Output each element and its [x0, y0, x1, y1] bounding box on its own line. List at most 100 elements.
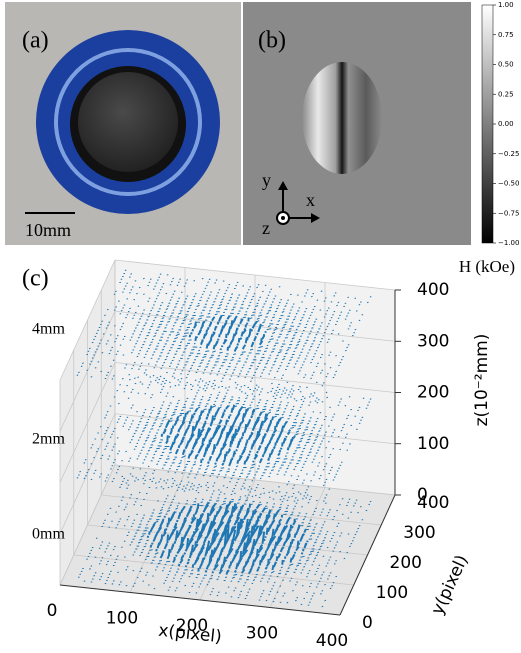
- field-vector: [176, 555, 177, 557]
- field-vector: [257, 549, 258, 556]
- field-vector: [369, 504, 370, 505]
- field-vector: [145, 370, 146, 371]
- field-vector: [341, 399, 342, 400]
- field-vector: [159, 482, 160, 483]
- field-vector: [313, 561, 314, 562]
- field-vector: [196, 393, 197, 394]
- field-vector: [186, 431, 187, 433]
- field-vector: [231, 294, 233, 295]
- field-vector: [169, 405, 170, 406]
- field-vector: [249, 589, 250, 590]
- field-vector: [194, 427, 195, 430]
- field-vector: [332, 519, 333, 520]
- field-vector: [324, 364, 325, 365]
- field-vector: [151, 429, 154, 430]
- field-vector: [117, 438, 118, 439]
- field-vector: [328, 441, 329, 442]
- field-vector: [208, 313, 210, 314]
- layer-label: 4mm: [32, 321, 65, 338]
- field-vector: [156, 298, 157, 299]
- field-vector: [233, 405, 234, 410]
- field-vector: [191, 405, 194, 406]
- axis-label: z: [262, 218, 270, 238]
- field-vector: [175, 575, 176, 576]
- field-vector: [232, 491, 233, 492]
- field-vector: [265, 550, 266, 553]
- field-vector: [143, 478, 144, 479]
- field-vector: [167, 408, 169, 409]
- field-vector: [258, 402, 260, 403]
- field-vector: [194, 462, 196, 463]
- field-vector: [138, 440, 139, 441]
- field-vector: [272, 417, 273, 421]
- field-vector: [101, 474, 102, 475]
- field-vector: [211, 575, 213, 576]
- field-vector: [326, 495, 327, 496]
- field-vector: [223, 443, 224, 446]
- colorbar-unit: H (kOe): [459, 257, 515, 276]
- field-vector: [240, 423, 241, 427]
- field-vector: [190, 305, 192, 306]
- field-vector: [251, 526, 252, 536]
- layer-label: 2mm: [32, 431, 65, 448]
- field-vector: [280, 570, 282, 571]
- field-vector: [252, 496, 253, 497]
- field-vector: [96, 538, 97, 539]
- field-vector: [176, 485, 177, 486]
- magnet: [78, 72, 178, 172]
- field-vector: [285, 526, 286, 527]
- field-vector: [153, 478, 154, 479]
- field-vector: [274, 582, 275, 583]
- field-vector: [176, 523, 177, 525]
- field-vector: [281, 331, 283, 332]
- field-vector: [209, 381, 210, 382]
- field-vector: [187, 358, 189, 359]
- field-vector: [216, 546, 218, 548]
- field-vector: [187, 562, 189, 564]
- field-vector: [195, 322, 196, 326]
- field-vector: [325, 534, 326, 535]
- field-vector: [123, 339, 124, 340]
- field-vector: [189, 355, 192, 356]
- field-vector: [324, 466, 325, 467]
- field-vector: [179, 429, 180, 432]
- field-vector: [202, 381, 203, 382]
- field-vector: [320, 428, 322, 429]
- field-vector: [257, 287, 258, 288]
- field-vector: [141, 552, 143, 553]
- field-vector: [169, 303, 171, 304]
- field-vector: [223, 501, 226, 502]
- field-vector: [339, 402, 340, 403]
- field-vector: [182, 557, 183, 561]
- field-vector: [177, 466, 180, 467]
- field-vector: [313, 443, 315, 444]
- field-vector: [317, 584, 318, 585]
- field-vector: [194, 413, 195, 415]
- field-vector: [253, 461, 254, 462]
- field-vector: [278, 471, 280, 472]
- field-vector: [188, 425, 190, 427]
- field-vector: [121, 547, 122, 548]
- field-vector: [232, 320, 233, 326]
- field-vector: [159, 379, 160, 380]
- field-vector: [187, 500, 188, 501]
- field-vector: [305, 445, 307, 446]
- field-vector: [295, 363, 296, 364]
- field-vector: [190, 486, 191, 487]
- y-axis-label: y(pixel): [428, 552, 473, 618]
- field-vector: [266, 502, 268, 503]
- field-vector: [294, 485, 295, 486]
- field-vector: [276, 308, 278, 309]
- field-vector: [130, 474, 131, 475]
- field-vector: [293, 509, 294, 510]
- field-vector: [309, 499, 310, 500]
- field-vector: [234, 590, 235, 591]
- field-vector: [285, 353, 288, 354]
- field-vector: [131, 274, 132, 275]
- field-vector: [233, 354, 236, 355]
- field-vector: [264, 493, 265, 494]
- field-vector: [113, 360, 114, 361]
- field-vector: [143, 294, 144, 295]
- field-vector: [266, 567, 268, 569]
- field-vector: [312, 596, 313, 597]
